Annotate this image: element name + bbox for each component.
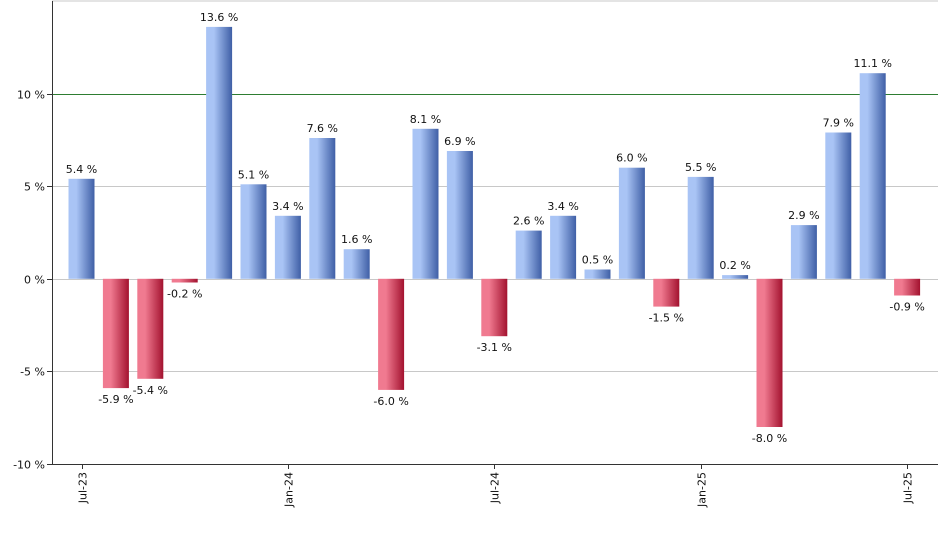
x-axis: Jul-23 Jan-24 Jul-24 Jan-25 Jul-25: [52, 464, 938, 508]
data-label: 1.6 %: [341, 233, 372, 246]
data-label: -3.1 %: [477, 341, 512, 354]
data-label: 11.1 %: [853, 57, 891, 70]
y-tick-label: 0 %: [24, 274, 45, 287]
bar-Sep-23: [137, 278, 164, 379]
x-tick-label: Jan-25: [696, 472, 709, 508]
data-label: 5.5 %: [685, 161, 716, 174]
bar-Feb-24: [309, 138, 336, 279]
bar-Nov-24: [618, 167, 645, 279]
bar-Mar-25: [756, 278, 783, 427]
bar-Jun-24: [446, 151, 473, 279]
bar-May-24: [412, 128, 439, 279]
y-tick-label: -5 %: [20, 366, 45, 379]
bar-Jan-25: [687, 176, 714, 279]
data-label: -1.5 %: [649, 312, 684, 325]
bar-Oct-23: [171, 278, 198, 283]
bar-Jul-24: [481, 278, 508, 337]
bar-Jan-24: [274, 215, 301, 279]
data-label: 13.6 %: [200, 11, 238, 24]
bar-Jul-25: [894, 278, 921, 296]
data-label: 0.2 %: [719, 259, 750, 272]
x-tick-label: Jul-24: [489, 472, 502, 504]
data-label: -0.9 %: [889, 301, 924, 314]
data-label: 5.4 %: [66, 163, 97, 176]
bar-Sep-24: [550, 215, 577, 279]
x-tick-label: Jan-24: [283, 472, 296, 508]
y-tick-label: 10 %: [17, 89, 45, 102]
x-tick-label: Jul-25: [902, 472, 915, 504]
data-label: -8.0 %: [752, 432, 787, 445]
data-label: 8.1 %: [410, 113, 441, 126]
bar-Oct-24: [584, 269, 611, 279]
y-tick-label: -10 %: [13, 459, 45, 472]
data-label: 2.9 %: [788, 209, 819, 222]
bar-Jun-25: [859, 73, 886, 279]
bar-Mar-24: [343, 249, 370, 279]
bar-Aug-23: [102, 278, 129, 389]
data-label: -5.9 %: [98, 393, 133, 406]
data-label: 0.5 %: [582, 254, 613, 267]
data-label: 5.1 %: [238, 168, 269, 181]
bars: [68, 26, 921, 427]
bar-Dec-24: [653, 278, 680, 307]
data-labels: 5.4 % -5.9 %-5.4 % -0.2 % 13.6 % 5.1 % 3.4 % 7…: [66, 11, 925, 445]
data-label: 7.6 %: [307, 122, 338, 135]
bar-Feb-25: [722, 275, 749, 279]
data-label: 3.4 %: [272, 200, 303, 213]
data-label: 3.4 %: [547, 200, 578, 213]
data-label: -0.2 %: [167, 288, 202, 301]
y-axis: -10 % -5 % 0 % 5 % 10 %: [13, 1, 53, 472]
data-label: 6.9 %: [444, 135, 475, 148]
data-label: -6.0 %: [373, 395, 408, 408]
data-label: 7.9 %: [823, 117, 854, 130]
data-label: 2.6 %: [513, 215, 544, 228]
bar-Nov-23: [206, 26, 233, 279]
bar-Dec-23: [240, 184, 267, 279]
x-tick-label: Jul-23: [77, 472, 90, 504]
bar-Aug-24: [515, 230, 542, 279]
bar-May-25: [825, 132, 852, 279]
bar-Apr-25: [790, 225, 817, 279]
data-label: -5.4 %: [133, 384, 168, 397]
bar-Apr-24: [378, 278, 405, 390]
data-label: 6.0 %: [616, 152, 647, 165]
y-tick-label: 5 %: [24, 181, 45, 194]
bar-Jul-23: [68, 178, 95, 279]
